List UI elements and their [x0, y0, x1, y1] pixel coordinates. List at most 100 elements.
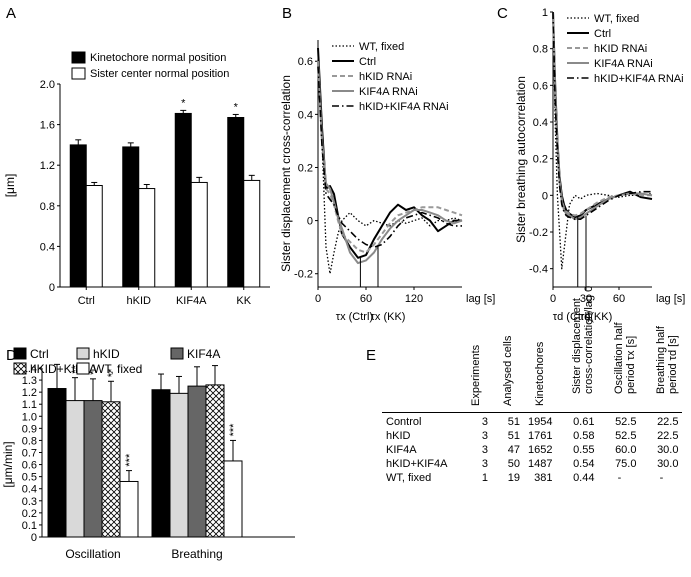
- y-tick-label-c: 0.2: [533, 154, 548, 166]
- table-header-cell: Experiments: [460, 345, 492, 413]
- table-header-row: Experiments Analysed cells Kinetochores Sis…: [382, 286, 682, 413]
- marker-label-b: τx (Ctrl): [336, 311, 373, 323]
- panel-c-chart: -0.4 -0.2 0 0.2 0.4 0.6 0.8 1 0 30 60 lag [s] Sister…: [514, 7, 685, 323]
- y-axis-label-c: Sister breathing autocorrelation: [514, 76, 528, 243]
- table-row-label: KIF4A: [386, 444, 417, 456]
- series-line-b: [317, 47, 462, 259]
- y-axis-label-a: [μm]: [3, 174, 17, 198]
- series-line-c: [552, 11, 652, 220]
- table-cell: 0.61: [556, 412, 599, 429]
- legend-label-a: Kinetochore normal position: [90, 52, 226, 64]
- y-tick-label-d: 1.3: [22, 375, 37, 387]
- table-header-line: Kinetochores: [534, 341, 547, 406]
- table-row-label: hKID: [386, 430, 411, 442]
- x-tick-label-c: 0: [550, 293, 556, 305]
- x-tick-label-b: 0: [315, 293, 321, 305]
- x-tick-label-a: KIF4A: [176, 295, 207, 307]
- y-tick-label-c: 0: [542, 190, 548, 202]
- y-tick-label-a: 0.4: [40, 241, 55, 253]
- y-tick-label-a: 0: [49, 282, 55, 294]
- table-cell: 3: [481, 444, 488, 456]
- table-header-line: cross-correlation/lag 0: [583, 285, 596, 394]
- x-tick-label-b: 60: [360, 293, 372, 305]
- legend-label-c: WT, fixed: [594, 13, 639, 25]
- bar-d: [119, 480, 139, 538]
- table-e: Experiments Analysed cells Kinetochores Sis…: [382, 286, 683, 485]
- x-tick-label-a: KK: [236, 295, 251, 307]
- legend-label-b: hKID+KIF4A RNAi: [359, 101, 449, 113]
- y-axis-label-b: Sister displacement cross-correlation: [279, 75, 293, 272]
- x-tick-label-c: 60: [613, 293, 625, 305]
- table-cell: 0.58: [573, 430, 595, 442]
- y-tick-label-d: 0.3: [22, 496, 37, 508]
- table-cell: 22.5: [657, 430, 679, 442]
- table-header-text: Breathing half period τd [s]: [655, 326, 679, 394]
- y-tick-label-c: -0.4: [529, 264, 548, 276]
- y-tick-label-d: 0.7: [22, 448, 37, 460]
- bar-a: [243, 179, 261, 288]
- table-row: KIF4A 3 47 1652 0.55 60.0 30.0: [382, 443, 682, 457]
- x-axis-label-b: lag [s]: [466, 293, 495, 305]
- bar-a: [85, 185, 103, 288]
- significance-d: **: [106, 368, 118, 377]
- table-header-line: Sister displacement: [571, 298, 584, 394]
- table-header-line: period τx [s]: [625, 335, 638, 394]
- bar-d: [151, 389, 171, 538]
- table-header-cell: Kinetochores: [524, 342, 556, 413]
- y-tick-label-d: 1.1: [22, 399, 37, 411]
- table-header-text: Kinetochores: [534, 342, 546, 406]
- table-header-cell: Oscillation half period τx [s]: [598, 322, 640, 413]
- table-cell: 60.0: [615, 444, 637, 456]
- table-header-line: Analysed cells: [502, 335, 514, 406]
- table-header-cell: Sister displacement cross-correlation/lag…: [556, 286, 598, 413]
- table-cell: 1954: [524, 412, 557, 429]
- table-header-line: Experiments: [470, 344, 482, 406]
- table-header-line: period τd [s]: [667, 335, 680, 394]
- panel-a-chart: 0 0.4 0.8 1.2 1.6 2.0 [μm] Ctrl hKID KIF4A * KK * Kin…: [3, 51, 270, 307]
- table-row-label: Control: [382, 412, 460, 429]
- y-tick-label-b: -0.2: [294, 269, 313, 281]
- panel-label-e: E: [366, 347, 376, 364]
- legend-swatch-d: [76, 347, 90, 360]
- legend-label-d: Ctrl: [30, 347, 49, 361]
- marker-label-b: τx (KK): [371, 311, 406, 323]
- y-tick-label-d: 0.6: [22, 460, 37, 472]
- y-tick-label-d: 0.4: [22, 484, 37, 496]
- marker-label-c: τd (Ctrl): [553, 311, 591, 323]
- x-tick-label-d: Oscillation: [65, 547, 120, 561]
- legend-swatch-d: [13, 347, 27, 360]
- bar-a: [138, 188, 156, 288]
- bar-d: [47, 388, 67, 538]
- legend-label-d: KIF4A: [187, 347, 220, 361]
- legend-label-a: Sister center normal position: [90, 68, 229, 80]
- x-tick-label-c: 30: [580, 293, 592, 305]
- table-header-text: Sister displacement cross-correlation/lag…: [571, 286, 595, 394]
- legend-swatch-d: [170, 347, 184, 360]
- legend-label-b: Ctrl: [359, 56, 376, 68]
- panel-d-chart: 00.10.20.30.40.50.60.70.80.91.01.11.21.3…: [1, 347, 295, 561]
- y-tick-label-c: 0.8: [533, 44, 548, 56]
- y-tick-label-d: 0.8: [22, 435, 37, 447]
- table-row-label: WT, fixed: [386, 472, 432, 484]
- table-header-text: Analysed cells: [502, 336, 514, 406]
- significance-d: ***: [124, 453, 136, 467]
- table-cell: 3: [460, 412, 492, 429]
- table-cell: -: [659, 472, 664, 484]
- marker-label-c: τd(KK): [580, 311, 612, 323]
- table-row: Control 3 51 1954 0.61 52.5 22.5: [382, 412, 683, 429]
- y-tick-label-c: 1: [542, 7, 548, 19]
- series-line-c: [552, 11, 653, 270]
- table-cell: 1487: [528, 458, 553, 470]
- legend-swatch-d: [76, 362, 90, 375]
- table-header-text: Oscillation half period τx [s]: [613, 322, 637, 394]
- table-row: hKID+KIF4A 3 50 1487 0.54 75.0 30.0: [382, 457, 682, 471]
- table-row-label: hKID+KIF4A: [386, 458, 448, 470]
- bar-a: [174, 112, 192, 288]
- y-tick-label-d: 0.9: [22, 423, 37, 435]
- y-tick-label-d: 0: [31, 532, 37, 544]
- significance-a: *: [181, 97, 186, 109]
- bar-d: [83, 400, 103, 538]
- table-corner-cell: [382, 398, 460, 413]
- bar-a: [227, 116, 245, 288]
